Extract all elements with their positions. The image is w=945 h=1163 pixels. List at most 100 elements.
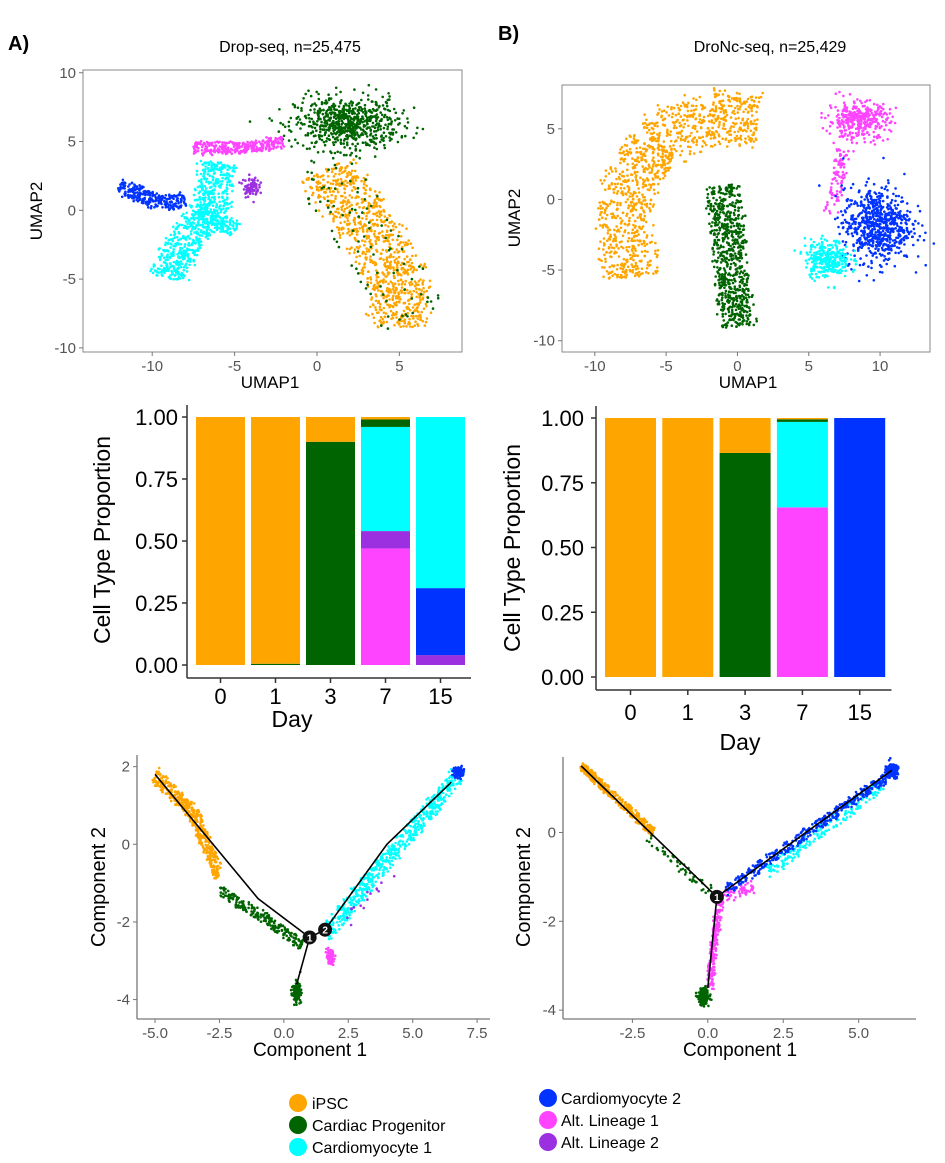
cell-point: [729, 189, 733, 193]
cell-point: [395, 295, 398, 298]
cell-point: [385, 299, 388, 303]
cell-point: [718, 277, 722, 281]
cell-point: [698, 118, 702, 121]
cell-point: [316, 182, 320, 185]
cell-point: [228, 223, 232, 226]
cell-point: [293, 105, 297, 109]
cell-point: [607, 277, 611, 280]
cell-point: [197, 179, 201, 183]
cell-point: [223, 201, 227, 204]
cell-point: [358, 135, 361, 139]
cell-point: [332, 115, 336, 119]
cell-point: [206, 224, 210, 227]
cell-point: [224, 224, 227, 227]
cell-point: [421, 127, 425, 131]
cell-point: [318, 185, 322, 189]
y-tick-label: 5: [547, 121, 555, 138]
cell-point: [726, 236, 730, 240]
cell-point: [656, 104, 660, 107]
cell-point: [368, 109, 372, 112]
cell-point: [371, 121, 375, 125]
cell-point: [199, 205, 202, 209]
cell-point: [212, 149, 216, 153]
cell-point: [338, 172, 341, 176]
cell-point: [387, 225, 390, 228]
cell-point: [692, 152, 696, 155]
cell-point: [383, 146, 387, 150]
cell-point: [164, 269, 168, 273]
cell-point: [738, 285, 742, 289]
cell-point: [634, 178, 638, 182]
cell-point: [715, 235, 719, 239]
cell-point: [626, 258, 629, 262]
cell-point: [334, 117, 338, 120]
cell-point: [245, 147, 249, 151]
cell-point: [225, 207, 228, 210]
cell-point: [333, 187, 337, 190]
cell-point: [357, 221, 361, 225]
cell-point: [736, 104, 739, 108]
cell-point: [350, 110, 353, 113]
cell-point: [705, 188, 709, 191]
cell-point: [643, 254, 646, 258]
cell-point: [733, 316, 736, 320]
cell-point: [370, 115, 374, 119]
cell-point: [385, 115, 389, 119]
cell-point: [605, 270, 609, 273]
cell-point: [369, 204, 373, 208]
cell-point: [407, 291, 410, 295]
cell-point: [640, 267, 644, 271]
cell-point: [726, 204, 730, 208]
cell-point: [146, 203, 149, 207]
cell-point: [640, 156, 643, 159]
cell-point: [379, 285, 382, 288]
cell-point: [626, 212, 629, 216]
cell-point: [216, 161, 220, 164]
cell-point: [219, 161, 223, 165]
cell-point: [223, 198, 226, 202]
cell-point: [333, 163, 337, 167]
cell-point: [161, 206, 164, 209]
cell-point: [388, 214, 392, 217]
cell-point: [378, 210, 381, 214]
cell-point: [714, 105, 718, 108]
cell-point: [205, 146, 209, 149]
cell-point: [394, 111, 398, 115]
cell-point: [325, 102, 328, 105]
cell-point: [383, 315, 387, 319]
cell-point: [368, 117, 372, 120]
cluster-cardiac-progenitor: [248, 83, 425, 167]
cell-point: [231, 174, 234, 178]
cell-point: [679, 144, 682, 148]
cell-point: [376, 197, 380, 200]
cell-point: [656, 124, 659, 128]
cell-point: [386, 118, 390, 122]
cell-point: [701, 139, 705, 143]
cell-point: [673, 147, 676, 151]
cell-point: [403, 291, 406, 295]
cell-point: [716, 270, 719, 274]
cell-point: [642, 219, 645, 222]
cell-point: [221, 220, 224, 223]
cell-point: [155, 274, 158, 277]
cell-point: [183, 257, 186, 261]
cell-point: [416, 322, 419, 326]
cell-point: [388, 116, 391, 120]
cell-point: [724, 260, 728, 264]
cell-point: [316, 120, 319, 123]
cell-point: [636, 267, 640, 270]
cell-point: [419, 293, 423, 296]
cell-point: [391, 304, 394, 308]
cell-point: [613, 252, 616, 255]
cell-point: [392, 271, 396, 275]
cell-point: [604, 188, 607, 191]
cell-point: [421, 267, 425, 271]
cell-point: [400, 136, 404, 139]
cell-point: [248, 173, 251, 176]
cell-point: [254, 185, 258, 188]
cell-point: [182, 196, 186, 200]
cell-point: [385, 256, 389, 259]
cell-point: [656, 266, 659, 269]
cell-point: [316, 196, 320, 199]
cell-point: [123, 181, 126, 184]
